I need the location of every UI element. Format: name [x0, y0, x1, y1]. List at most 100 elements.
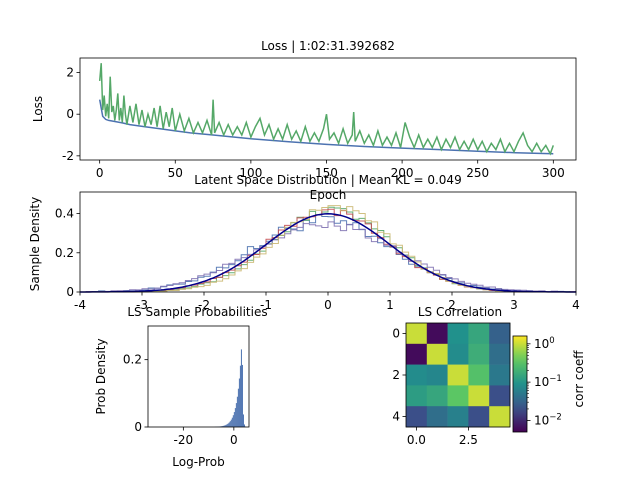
x-tick-label: 4 [572, 298, 580, 312]
heatmap-cell [468, 364, 490, 386]
histogram-bar [238, 378, 240, 427]
axes-frame [79, 191, 577, 293]
histogram-bar [234, 408, 236, 427]
histogram-bar [243, 424, 245, 427]
x-tick-label: -4 [74, 298, 86, 312]
histogram-bar [239, 365, 241, 427]
histogram-bar [221, 426, 223, 427]
x-tick-label: 150 [315, 166, 338, 180]
histogram-bar [237, 388, 239, 427]
x-axis-label: Log-Prob [172, 455, 224, 469]
y-tick-label: 2 [66, 66, 74, 80]
histogram-bar [236, 396, 238, 427]
histogram-bar [241, 364, 243, 427]
y-tick-label: 2 [392, 368, 400, 382]
x-tick-label: 250 [466, 166, 489, 180]
x-tick-label: 50 [168, 166, 183, 180]
histogram-bar [233, 412, 235, 427]
latent-distribution-chart: -4 -3 -2 -1 0 1 2 3 4 0 0.2 0.4 Latent Space Distrib… [28, 173, 580, 312]
loss-chart: 0 50 100 150 200 250 300 -2 0 2 Loss | 1:02:31.392… [31, 39, 577, 202]
histogram-bar [224, 425, 226, 427]
heatmap-cell [426, 323, 448, 345]
heatmap-cell [489, 323, 511, 345]
x-tick-label: 300 [542, 166, 565, 180]
sample-probabilities-chart: -20 0 0 0.2 LS Sample Probabilities Log-Prob P… [94, 305, 268, 469]
histogram-bar [235, 403, 237, 427]
y-tick-label: 0.2 [123, 353, 142, 367]
chart-title: Latent Space Distribution | Mean KL = 0.… [194, 173, 461, 187]
x-tick-label: 0 [230, 433, 238, 447]
x-tick-label: -3 [136, 298, 148, 312]
histogram-bar [229, 421, 231, 427]
histogram-bar [227, 423, 229, 427]
heatmap-cell [489, 364, 511, 386]
y-axis-label: Prob Density [94, 338, 108, 414]
y-tick-label: 0 [392, 326, 400, 340]
colorbar-label: corr coeff [572, 350, 586, 408]
y-tick-label: 0 [66, 285, 74, 299]
axes-frame [405, 322, 511, 428]
x-tick-label: 0.0 [407, 433, 426, 447]
x-axis-label: Epoch [310, 188, 347, 202]
y-tick-label: 0.4 [55, 207, 74, 221]
histogram-bar [230, 419, 232, 427]
chart-title: Loss | 1:02:31.392682 [261, 39, 395, 53]
y-tick-label: -2 [62, 149, 74, 163]
axes-frame [147, 325, 250, 428]
heatmap-cell [489, 343, 511, 365]
chart-title: LS Sample Probabilities [127, 305, 267, 319]
y-axis-label: Sample Density [28, 197, 42, 291]
y-tick-label: 0 [134, 420, 142, 434]
heatmap-cell [447, 323, 469, 345]
heatmap-cell [406, 364, 428, 386]
histogram-step [80, 221, 577, 293]
colorbar [512, 335, 528, 433]
heatmap-cell [426, 385, 448, 407]
colorbar-tick-label: 10−2 [534, 412, 562, 427]
loss-series-line [98, 63, 555, 156]
y-tick-label: 0 [66, 107, 74, 121]
heatmap-cell [406, 406, 428, 428]
histogram-bar [223, 425, 225, 427]
histogram-step [80, 206, 576, 293]
y-tick-label: 0.2 [55, 246, 74, 260]
histogram-bar [240, 349, 242, 427]
y-axis-label: Loss [31, 96, 45, 122]
heatmap-cell [447, 343, 469, 365]
x-tick-label: 2.5 [459, 433, 478, 447]
colorbar-tick-exponent: −2 [549, 412, 562, 422]
histogram-bar [242, 414, 244, 427]
colorbar-tick-label: 10−1 [534, 374, 562, 389]
heatmap-cell [447, 364, 469, 386]
x-tick-label: 0 [96, 166, 104, 180]
loss-series-line [98, 99, 554, 155]
colorbar-tick-base: 10 [534, 337, 549, 351]
heatmap-cell [426, 343, 448, 365]
y-tick-label: 4 [392, 410, 400, 424]
heatmap-cell [406, 323, 428, 345]
histogram-bar [228, 422, 230, 427]
heatmap-cell [468, 385, 490, 407]
heatmap-cell [468, 343, 490, 365]
colorbar-tick-base: 10 [534, 375, 549, 389]
colorbar-tick-exponent: 0 [549, 336, 554, 346]
reference-gaussian-line [80, 213, 576, 293]
heatmap-cell [426, 364, 448, 386]
x-tick-label: 1 [386, 298, 394, 312]
x-tick-label: 2 [448, 298, 456, 312]
heatmap-cell [406, 343, 428, 365]
heatmap-cell [489, 385, 511, 407]
histogram-step [80, 205, 576, 293]
histogram-bar [226, 424, 228, 427]
colorbar-tick-label: 100 [534, 336, 555, 351]
x-tick-label: -1 [260, 298, 272, 312]
heatmap-cell [468, 406, 490, 428]
x-tick-label: -20 [174, 433, 194, 447]
heatmap-cell [447, 385, 469, 407]
x-tick-label: 200 [391, 166, 414, 180]
axes-frame [79, 57, 577, 161]
heatmap-cell [489, 406, 511, 428]
heatmap-cell [406, 385, 428, 407]
